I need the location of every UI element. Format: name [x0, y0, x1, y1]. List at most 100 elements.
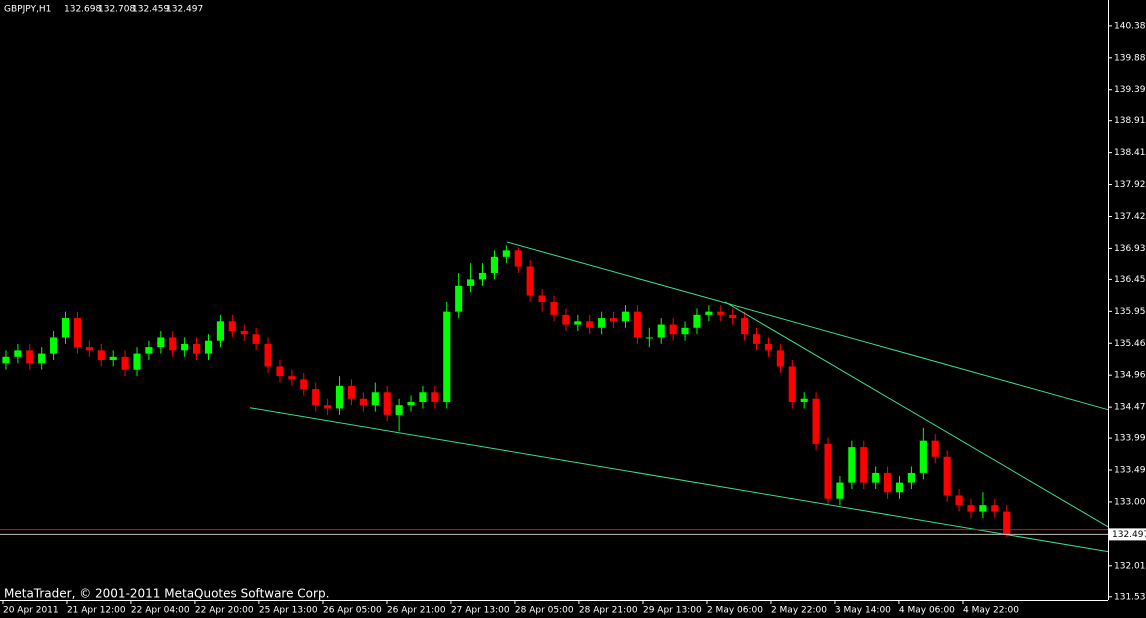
- candle-body: [50, 337, 58, 354]
- candle-body: [586, 321, 594, 328]
- trend-line: [249, 407, 1109, 553]
- x-tick-label: 21 Apr 12:00: [67, 606, 126, 616]
- candle-body: [193, 343, 201, 354]
- y-tick-label: 134.470: [1114, 403, 1146, 413]
- candle-body: [312, 389, 320, 406]
- candle-body: [14, 350, 22, 357]
- candle-body: [705, 311, 713, 315]
- y-tick-label: 135.460: [1114, 339, 1146, 349]
- candle-body: [550, 301, 558, 315]
- x-tick-label: 4 May 06:00: [899, 606, 955, 616]
- candle-body: [991, 505, 999, 512]
- candle-body: [872, 472, 880, 483]
- candle-body: [895, 482, 904, 493]
- y-tick-label: 133.000: [1114, 497, 1146, 507]
- x-tick-label: 29 Apr 13:00: [643, 606, 702, 616]
- candle-body: [812, 398, 820, 444]
- candle-body: [252, 334, 260, 344]
- candle-body: [633, 311, 641, 338]
- y-tick-label: 133.495: [1114, 466, 1146, 476]
- x-tick-label: 3 May 14:00: [835, 606, 891, 616]
- candle-body: [181, 343, 189, 351]
- x-tick-label: 20 Apr 2011: [3, 606, 59, 616]
- price-label: 132.497: [1112, 530, 1146, 540]
- candle-body: [824, 443, 832, 499]
- candle-body: [383, 392, 391, 415]
- x-tick-label: 28 Apr 21:00: [579, 606, 638, 616]
- x-tick-label: 26 Apr 05:00: [323, 606, 382, 616]
- y-tick-label: 138.415: [1114, 148, 1146, 158]
- symbol: GBPJPY,H1: [4, 5, 51, 15]
- candle-body: [2, 356, 10, 364]
- candle-body: [931, 440, 939, 457]
- candle-body: [204, 340, 213, 354]
- candle-body: [478, 272, 487, 280]
- candle-body: [335, 385, 344, 409]
- candle-body: [907, 472, 915, 483]
- y-tick-label: 132.010: [1114, 561, 1146, 571]
- y-tick-label: 139.390: [1114, 85, 1146, 95]
- x-tick-label: 25 Apr 13:00: [259, 606, 318, 616]
- candle-body: [109, 356, 117, 361]
- candle-body: [288, 376, 296, 380]
- candle-body: [216, 321, 224, 341]
- candle-body: [228, 321, 236, 331]
- candle-body: [645, 337, 653, 339]
- y-tick-label: 136.930: [1114, 244, 1146, 254]
- y-tick-label: 135.955: [1114, 307, 1146, 317]
- candle-body: [681, 327, 689, 335]
- candle-body: [955, 495, 963, 506]
- y-tick-label: 136.450: [1114, 275, 1146, 285]
- y-tick-label: 133.990: [1114, 434, 1146, 444]
- candle-body: [729, 314, 737, 319]
- candle-body: [979, 505, 987, 512]
- y-tick-label: 137.920: [1114, 180, 1146, 190]
- y-tick-label: 140.380: [1114, 21, 1146, 31]
- candle-body: [693, 314, 701, 328]
- candle-body: [419, 392, 427, 402]
- header-value: 132.497: [166, 5, 203, 15]
- candle-body: [276, 366, 284, 377]
- candle-body: [133, 353, 141, 370]
- candle-body: [121, 356, 129, 370]
- candle-body: [38, 353, 46, 364]
- candle-body: [502, 250, 510, 257]
- candle-body: [431, 392, 439, 402]
- candle-body: [359, 398, 367, 406]
- candle-body: [741, 318, 749, 335]
- candle-body: [324, 405, 332, 409]
- candle-body: [836, 482, 844, 499]
- candle-body: [621, 311, 630, 322]
- candle-body: [717, 311, 725, 315]
- header-value: 132.459: [132, 5, 169, 15]
- candle-body: [61, 318, 70, 338]
- y-tick-label: 139.885: [1114, 53, 1146, 63]
- candle-body: [764, 343, 773, 351]
- x-tick-label: 22 Apr 04:00: [131, 606, 190, 616]
- candle-body: [776, 350, 784, 367]
- y-tick-label: 138.910: [1114, 116, 1146, 126]
- candle-body: [300, 379, 308, 390]
- candle-body: [490, 256, 499, 273]
- candle-body: [240, 330, 248, 335]
- candle-body: [669, 324, 677, 335]
- candle-body: [574, 321, 582, 325]
- candle-body: [395, 405, 403, 415]
- candle-body: [1003, 511, 1011, 535]
- candle-body: [347, 385, 356, 399]
- y-tick-label: 137.425: [1114, 212, 1146, 222]
- candle-body: [800, 398, 808, 402]
- candle-body: [467, 279, 475, 286]
- candle-body: [264, 343, 272, 367]
- candle-body: [657, 324, 665, 338]
- candle-body: [371, 392, 379, 406]
- candle-body: [538, 295, 546, 302]
- candle-body: [157, 337, 165, 348]
- x-tick-label: 2 May 22:00: [771, 606, 827, 616]
- candle-body: [752, 334, 761, 344]
- candle-body: [97, 350, 105, 361]
- candle-body: [407, 401, 415, 406]
